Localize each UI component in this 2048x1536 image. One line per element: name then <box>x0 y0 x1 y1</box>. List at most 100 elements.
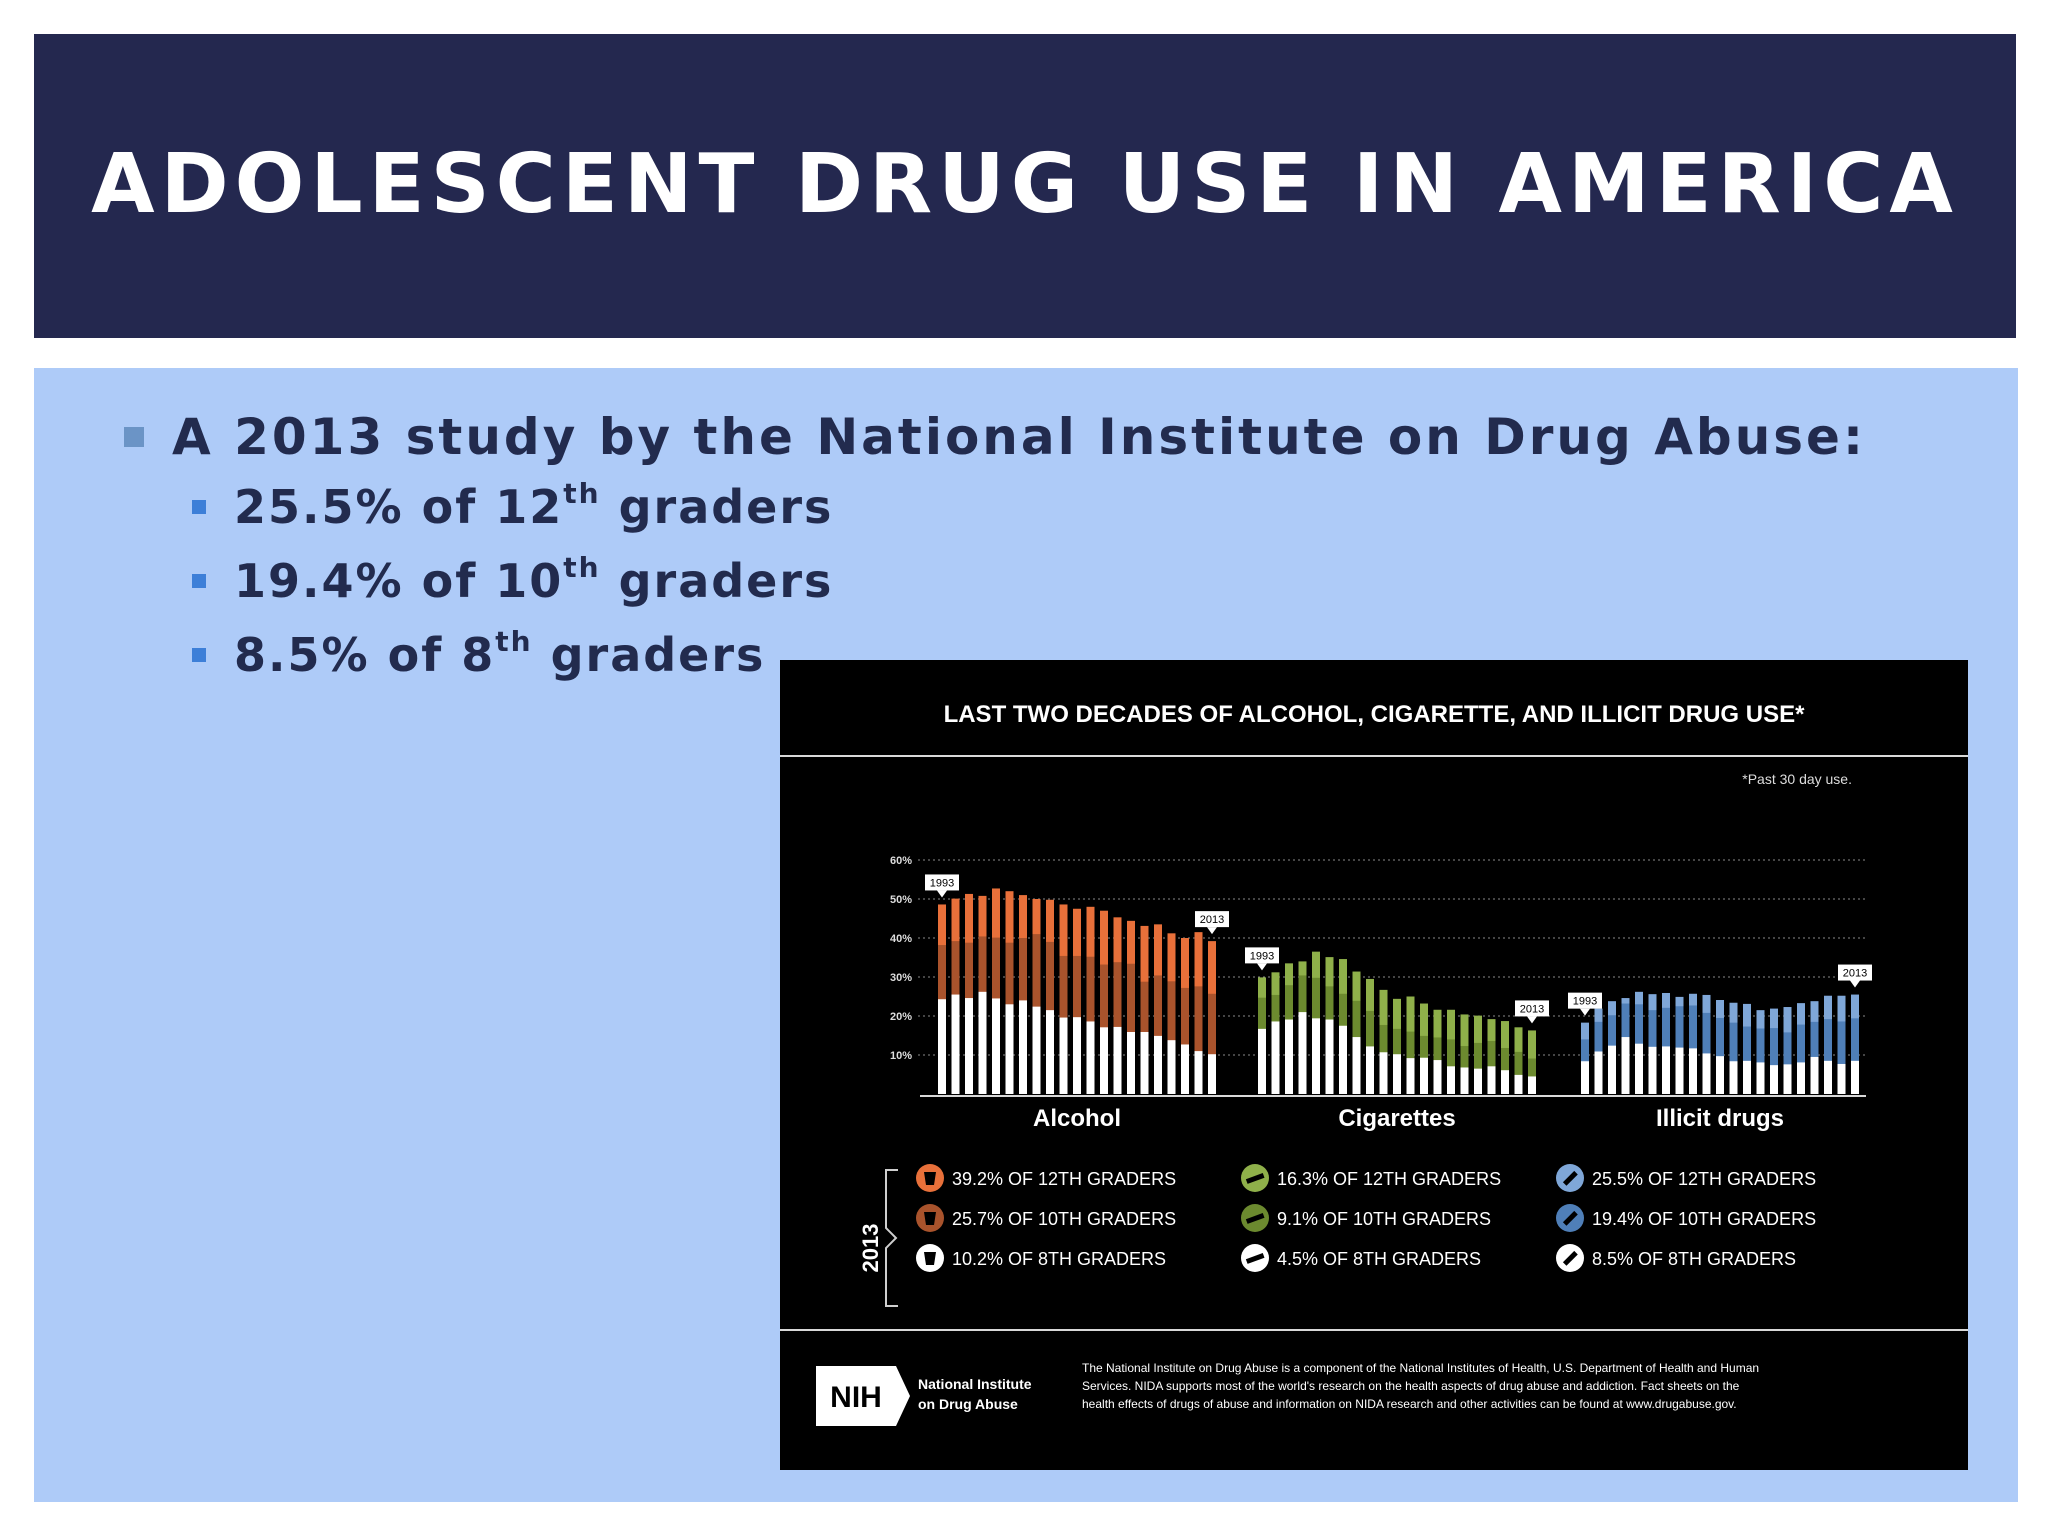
bar-8th <box>1729 1061 1738 1094</box>
bullet-square-icon <box>124 427 144 447</box>
bar-10th <box>1181 987 1189 1094</box>
bar-10th <box>1756 1028 1765 1094</box>
sub-bullet-text: 19.4% of 10th graders <box>234 550 834 608</box>
infographic-title: LAST TWO DECADES OF ALCOHOL, CIGARETTE, … <box>944 701 1806 728</box>
legend-text: 25.5% OF 12TH GRADERS <box>1592 1169 1816 1189</box>
bar-8th <box>1621 1037 1630 1094</box>
bar-8th <box>1154 1035 1162 1094</box>
bar-8th <box>1635 1043 1643 1094</box>
y-tick-label: 20% <box>890 1011 912 1023</box>
bar-8th <box>1594 1051 1603 1094</box>
footnote: *Past 30 day use. <box>1742 771 1852 787</box>
cup-glyph <box>924 1212 936 1225</box>
bar-8th <box>1100 1027 1108 1094</box>
sub-bullet-text: 8.5% of 8th graders <box>234 624 766 682</box>
nih-logo: NIH <box>816 1366 910 1426</box>
bar-8th <box>1258 1028 1266 1094</box>
bar-8th <box>1837 1063 1846 1094</box>
callout-start-pointer <box>1580 1008 1590 1016</box>
bar-8th <box>1824 1060 1832 1094</box>
callout-start-box <box>1245 947 1279 964</box>
bar-10th <box>1729 1022 1738 1094</box>
callout-end-box <box>1515 1000 1549 1017</box>
bar-10th <box>1702 1012 1711 1094</box>
bar-8th <box>992 998 1000 1094</box>
bar-8th <box>1797 1062 1805 1094</box>
bar-8th <box>1756 1062 1765 1094</box>
bar-10th <box>1167 981 1176 1094</box>
bar-10th <box>1837 1021 1846 1094</box>
legend-text: 4.5% OF 8TH GRADERS <box>1277 1249 1481 1269</box>
cigarette-glyph <box>1245 1253 1265 1264</box>
bar-8th <box>1460 1067 1469 1094</box>
callout-start-box <box>925 874 959 891</box>
bar-8th <box>1298 1012 1307 1094</box>
callout-end-pointer <box>1527 1016 1537 1024</box>
content-panel: A 2013 study by the National Institute o… <box>34 368 2018 1502</box>
y-tick-label: 50% <box>890 894 912 906</box>
sub-bullet-square-icon <box>192 574 206 588</box>
bar-10th <box>1514 1051 1523 1094</box>
bar-8th <box>1167 1040 1176 1094</box>
bar-10th <box>1716 1017 1724 1094</box>
bar-8th <box>1032 1006 1041 1094</box>
callout-end-pointer <box>1207 927 1217 935</box>
org-name-line1: National Institute <box>918 1376 1032 1392</box>
y-tick-label: 10% <box>890 1050 912 1062</box>
legend-text: 39.2% OF 12TH GRADERS <box>952 1169 1176 1189</box>
bar-8th <box>1312 1018 1320 1094</box>
bar-8th <box>1406 1058 1415 1094</box>
main-bullet: A 2013 study by the National Institute o… <box>124 408 1866 466</box>
bar-8th <box>1352 1037 1361 1094</box>
bar-8th <box>1447 1066 1455 1094</box>
bar-8th <box>1716 1056 1724 1094</box>
slide-title: ADOLESCENT DRUG USE IN AMERICA <box>91 136 1959 232</box>
bar-8th <box>1046 1010 1054 1094</box>
callout-end-box <box>1195 911 1229 928</box>
bar-8th <box>1005 1004 1014 1094</box>
category-label: Cigarettes <box>1338 1105 1455 1132</box>
bar-8th <box>1608 1045 1616 1094</box>
disclaimer-line3: health effects of drugs of abuse and inf… <box>1082 1397 1737 1411</box>
syringe-glyph <box>1562 1170 1578 1186</box>
legend: 39.2% OF 12TH GRADERS 25.7% OF 10TH GRADE… <box>916 1164 1816 1272</box>
callout-start-label: 1993 <box>930 877 954 889</box>
sub-bullet-8th: 8.5% of 8th graders <box>192 624 766 682</box>
legend-text: 10.2% OF 8TH GRADERS <box>952 1249 1166 1269</box>
main-bullet-text: A 2013 study by the National Institute o… <box>172 408 1866 466</box>
y-tick-label: 30% <box>890 972 912 984</box>
legend-text: 25.7% OF 10TH GRADERS <box>952 1209 1176 1229</box>
callout-start-label: 1993 <box>1573 996 1597 1008</box>
bar-8th <box>1702 1053 1711 1094</box>
sub-bullet-10th: 19.4% of 10th graders <box>192 550 834 608</box>
y-tick-label: 60% <box>890 855 912 867</box>
legend-text: 9.1% OF 10TH GRADERS <box>1277 1209 1491 1229</box>
disclaimer-line1: The National Institute on Drug Abuse is … <box>1082 1361 1759 1375</box>
nih-logo-shape <box>816 1366 910 1426</box>
bar-10th <box>1528 1058 1536 1094</box>
cigarette-glyph <box>1245 1213 1265 1224</box>
category-label: Illicit drugs <box>1656 1105 1784 1132</box>
bar-8th <box>1581 1061 1589 1094</box>
bar-10th <box>1824 1019 1832 1094</box>
bar-8th <box>1073 1017 1081 1094</box>
bar-8th <box>1514 1074 1523 1094</box>
disclaimer-line2: Services. NIDA supports most of the worl… <box>1082 1379 1740 1393</box>
callout-end-label: 2013 <box>1843 968 1867 980</box>
bar-8th <box>1285 1019 1293 1094</box>
bar-8th <box>951 994 960 1094</box>
bar-8th <box>1019 1000 1027 1094</box>
sub-bullet-square-icon <box>192 500 206 514</box>
bar-10th <box>1797 1024 1805 1094</box>
bar-10th <box>1851 1018 1859 1094</box>
bar-8th <box>1366 1046 1374 1094</box>
callout-end-label: 2013 <box>1200 914 1224 926</box>
callout-end-box <box>1838 964 1872 981</box>
bar-8th <box>1194 1051 1203 1094</box>
bar-8th <box>1689 1048 1697 1094</box>
sub-bullet-square-icon <box>192 648 206 662</box>
callout-start-pointer <box>1257 963 1267 971</box>
bar-8th <box>1851 1060 1859 1094</box>
cigarette-glyph <box>1245 1173 1265 1184</box>
year-2013-label: 2013 <box>858 1224 883 1273</box>
